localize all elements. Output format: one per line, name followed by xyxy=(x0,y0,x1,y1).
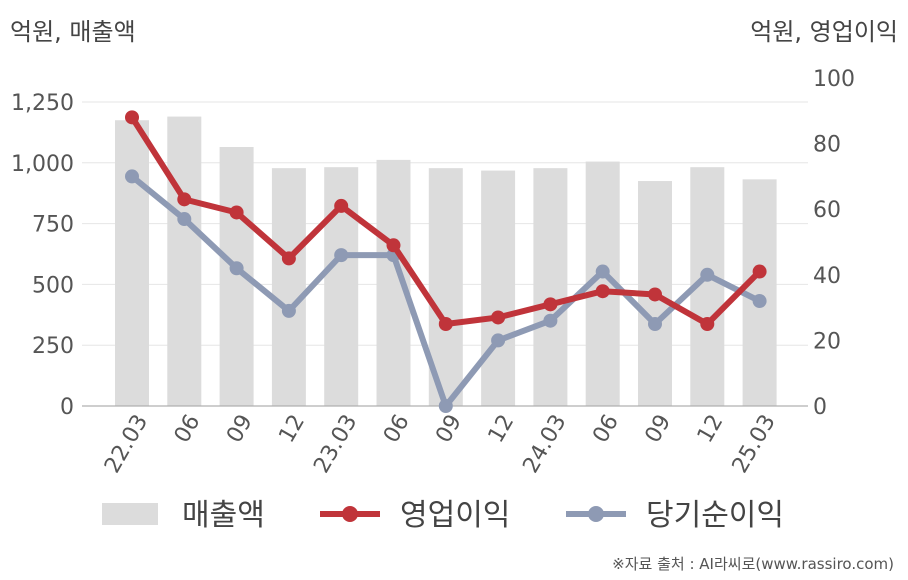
net-income-point-12 xyxy=(752,294,767,309)
x-tick-label: 09 xyxy=(222,411,258,448)
left-tick-label: 500 xyxy=(32,273,74,298)
legend: 매출액 영업이익 당기순이익 xyxy=(102,498,784,533)
x-tick-label: 12 xyxy=(484,411,520,448)
op-income-point-11 xyxy=(700,317,715,331)
net-income-point-2 xyxy=(229,261,244,276)
op-income-point-7 xyxy=(491,310,506,325)
x-tick-label: 06 xyxy=(588,411,624,448)
net-income-point-3 xyxy=(281,303,296,318)
op-income-point-5 xyxy=(386,238,401,253)
legend-label-net-income: 당기순이익 xyxy=(646,498,784,533)
right-axis-unit: 억원, 영업이익 xyxy=(750,18,898,46)
op-income-point-10 xyxy=(648,287,662,302)
right-tick-label: 60 xyxy=(813,198,841,223)
op-income-point-0 xyxy=(125,110,139,125)
left-tick-label: 750 xyxy=(32,213,74,238)
op-income-point-8 xyxy=(543,297,558,312)
legend-label-revenue: 매출액 xyxy=(182,498,265,533)
op-income-point-12 xyxy=(752,264,767,279)
x-tick-label: 06 xyxy=(379,411,415,448)
revenue-bars xyxy=(115,116,777,407)
revenue-bar-1 xyxy=(167,116,202,406)
x-tick-label: 12 xyxy=(693,411,729,448)
left-tick-label: 250 xyxy=(32,334,74,359)
left-axis-ticks: 0 250 500 750 1,000 1,250 xyxy=(11,91,74,420)
x-tick-label: 22.03 xyxy=(100,411,153,478)
op-income-point-3 xyxy=(281,251,296,266)
legend-swatch-revenue xyxy=(102,503,158,525)
right-tick-label: 40 xyxy=(813,264,841,289)
net-income-point-8 xyxy=(543,313,558,328)
x-axis-ticks: 22.03 06 09 12 23.03 06 09 12 24.03 06 09 12 25.03 xyxy=(100,411,781,478)
x-tick-label: 25.03 xyxy=(728,411,781,478)
x-tick-label: 24.03 xyxy=(518,411,571,478)
net-income-point-10 xyxy=(648,317,662,331)
x-tick-label: 23.03 xyxy=(309,411,362,478)
net-income-point-9 xyxy=(595,264,610,279)
x-tick-label: 09 xyxy=(641,411,677,448)
x-tick-label: 12 xyxy=(274,411,310,448)
op-income-point-4 xyxy=(334,198,349,213)
left-tick-label: 1,000 xyxy=(11,152,74,177)
net-income-point-4 xyxy=(334,248,349,263)
op-income-point-2 xyxy=(229,205,244,220)
op-income-point-9 xyxy=(595,284,610,299)
op-income-point-1 xyxy=(177,192,192,207)
x-tick-label: 06 xyxy=(170,411,206,448)
right-tick-label: 100 xyxy=(813,67,855,92)
right-tick-label: 20 xyxy=(813,329,841,354)
net-income-point-11 xyxy=(700,267,715,282)
net-income-point-0 xyxy=(125,169,139,184)
op-income-point-6 xyxy=(438,317,453,331)
revenue-bar-0 xyxy=(115,120,149,407)
net-income-point-6 xyxy=(438,399,453,413)
right-tick-label: 80 xyxy=(813,133,841,158)
net-income-point-1 xyxy=(177,212,192,227)
revenue-bar-3 xyxy=(271,168,306,406)
revenue-bar-8 xyxy=(533,168,568,406)
legend-label-op-income: 영업이익 xyxy=(400,498,510,533)
right-tick-label: 0 xyxy=(813,395,827,420)
net-income-point-7 xyxy=(491,333,506,348)
x-tick-label: 09 xyxy=(431,411,467,448)
left-tick-label: 1,250 xyxy=(11,91,74,116)
legend-swatch-net-income-dot xyxy=(588,506,604,522)
source-note: ※자료 출처 : AI라씨로(www.rassiro.com) xyxy=(612,555,894,573)
line-series xyxy=(125,110,767,413)
left-tick-label: 0 xyxy=(60,395,74,420)
left-axis-unit: 억원, 매출액 xyxy=(10,18,136,46)
right-axis-ticks: 0 20 40 60 80 100 xyxy=(813,67,855,420)
revenue-bar-7 xyxy=(481,170,516,406)
legend-swatch-op-income-dot xyxy=(342,506,358,522)
